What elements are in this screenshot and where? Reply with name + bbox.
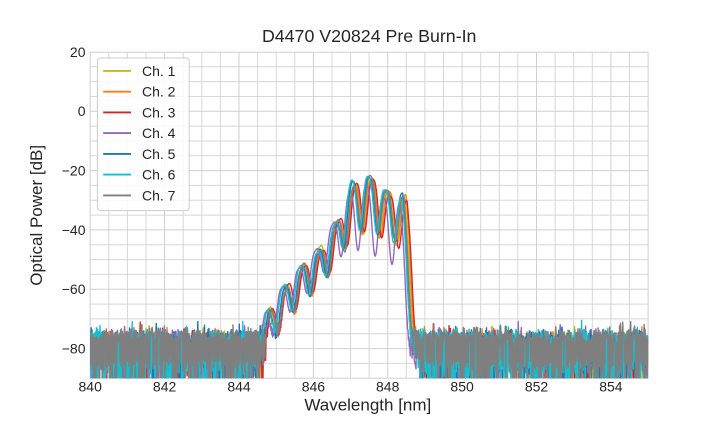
svg-text:−40: −40	[62, 222, 86, 238]
svg-text:Optical Power [dB]: Optical Power [dB]	[27, 145, 46, 286]
svg-text:852: 852	[525, 379, 549, 395]
svg-text:850: 850	[450, 379, 474, 395]
svg-text:Wavelength [nm]: Wavelength [nm]	[304, 396, 431, 415]
svg-text:−20: −20	[62, 163, 86, 179]
svg-text:848: 848	[376, 379, 400, 395]
svg-text:846: 846	[302, 379, 326, 395]
svg-text:Ch. 7: Ch. 7	[142, 187, 176, 203]
svg-text:854: 854	[599, 379, 623, 395]
svg-text:Ch. 1: Ch. 1	[142, 63, 176, 79]
svg-text:842: 842	[153, 379, 177, 395]
svg-text:844: 844	[227, 379, 251, 395]
svg-text:−60: −60	[62, 281, 86, 297]
svg-text:D4470 V20824 Pre Burn-In: D4470 V20824 Pre Burn-In	[262, 26, 477, 46]
svg-text:840: 840	[79, 379, 103, 395]
svg-text:Ch. 5: Ch. 5	[142, 146, 176, 162]
svg-text:Ch. 3: Ch. 3	[142, 104, 176, 120]
svg-text:Ch. 4: Ch. 4	[142, 125, 176, 141]
svg-text:Ch. 6: Ch. 6	[142, 167, 176, 183]
svg-text:0: 0	[78, 103, 86, 119]
svg-text:Ch. 2: Ch. 2	[142, 84, 176, 100]
svg-text:−80: −80	[62, 341, 86, 357]
svg-text:20: 20	[70, 44, 86, 60]
